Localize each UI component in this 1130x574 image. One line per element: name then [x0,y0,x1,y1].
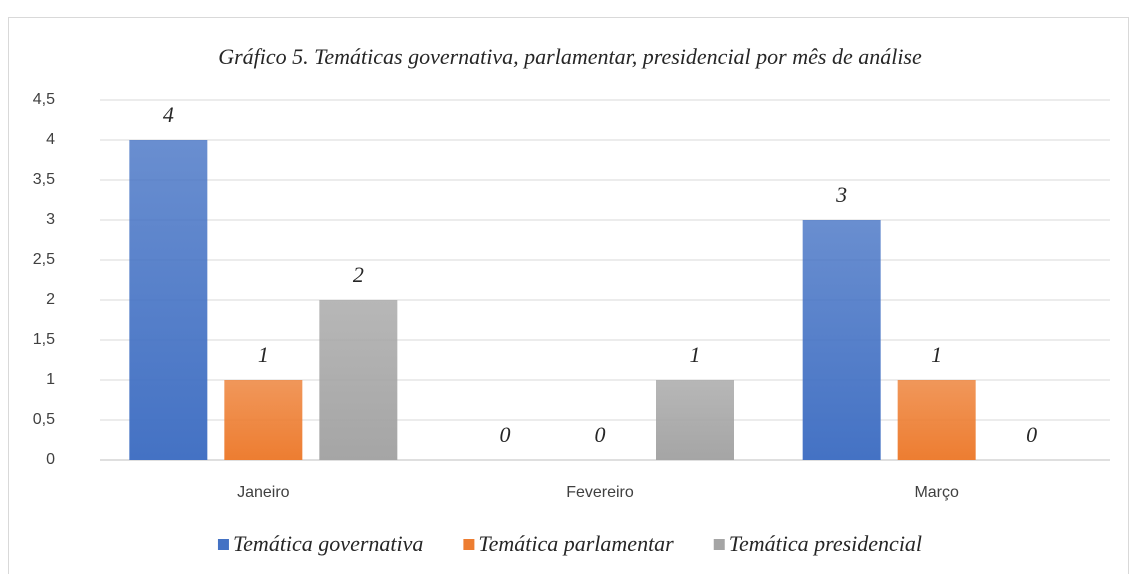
legend-swatch [713,539,725,550]
bar [129,140,208,460]
legend-swatch [463,539,475,550]
bar [802,220,881,460]
y-tick-label: 4 [46,131,55,148]
data-label: 1 [690,342,701,367]
y-tick-label: 0,5 [33,411,55,428]
bar [897,380,976,460]
data-label: 2 [353,262,364,287]
data-label: 0 [1026,422,1037,447]
y-tick-label: 1 [46,371,55,388]
data-label: 1 [931,342,942,367]
y-tick-label: 3 [46,211,55,228]
chart-title: Gráfico 5. Temáticas governativa, parlam… [218,44,922,69]
legend-swatch [217,539,229,550]
data-label: 4 [163,102,174,127]
data-label: 3 [835,182,847,207]
y-tick-label: 0 [46,451,55,468]
bar [224,380,303,460]
legend-label: Temática governativa [233,531,423,556]
bar [319,300,398,460]
y-tick-label: 2,5 [33,251,55,268]
data-label: 0 [500,422,511,447]
y-tick-label: 1,5 [33,331,55,348]
data-label: 1 [258,342,269,367]
x-tick-label: Janeiro [237,484,290,501]
legend-label: Temática presidencial [729,531,922,556]
data-label: 0 [595,422,606,447]
y-tick-label: 3,5 [33,171,55,188]
bar [656,380,734,460]
x-tick-label: Março [914,484,959,501]
x-tick-label: Fevereiro [566,484,634,501]
y-tick-label: 2 [46,291,55,308]
legend-label: Temática parlamentar [478,531,674,556]
y-tick-label: 4,5 [33,91,55,108]
